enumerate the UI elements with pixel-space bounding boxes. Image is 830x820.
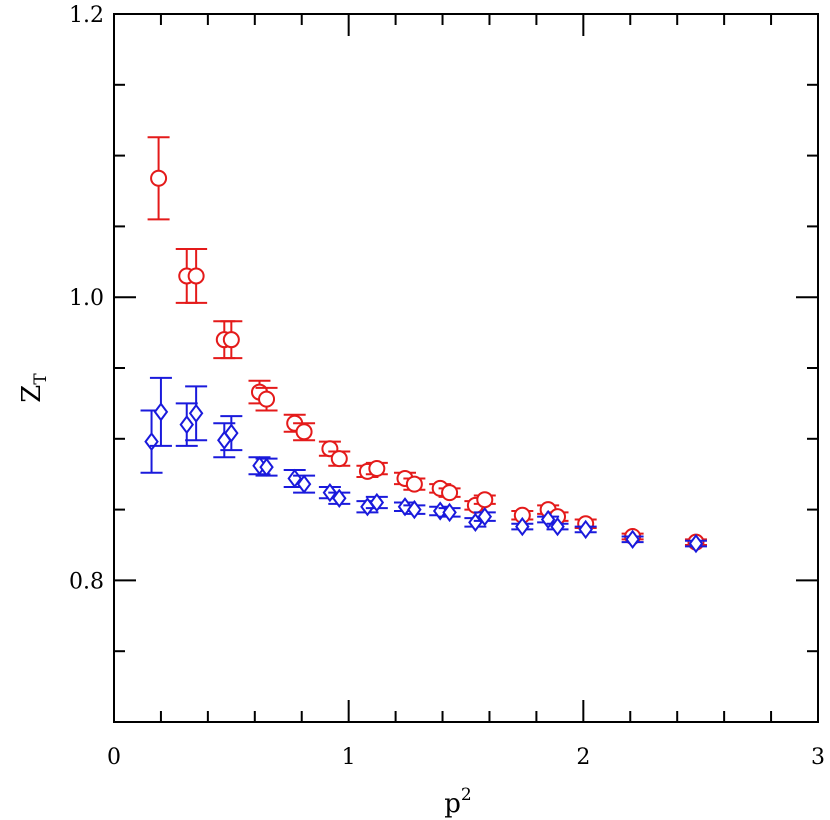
data-point	[473, 507, 496, 527]
diamond-marker	[179, 414, 194, 435]
diamond-marker	[332, 488, 347, 508]
data-point	[438, 484, 461, 502]
diamond-marker	[477, 507, 493, 527]
series-diamond	[140, 376, 707, 554]
diamond-marker	[144, 431, 159, 452]
y-tick-label: 1.2	[69, 3, 104, 28]
circle-marker	[476, 491, 494, 509]
circle-marker	[258, 390, 276, 408]
data-point	[140, 409, 163, 474]
data-point	[220, 415, 243, 452]
diamond-marker	[259, 457, 274, 477]
data-point	[684, 533, 707, 554]
data-point	[473, 491, 496, 509]
diamond-marker	[407, 499, 422, 520]
data-point	[149, 376, 172, 447]
x-tick-label: 3	[811, 745, 825, 770]
data-point	[621, 529, 644, 550]
circle-marker	[405, 475, 423, 493]
diamond-marker	[153, 402, 169, 422]
y-tick-label: 0.8	[69, 569, 104, 594]
diamond-marker	[224, 423, 239, 443]
diamond-marker	[578, 519, 593, 540]
data-point	[328, 488, 351, 508]
diamond-marker	[625, 529, 640, 550]
data-series	[140, 136, 707, 554]
data-point	[403, 475, 426, 493]
circle-marker	[222, 331, 240, 349]
y-tick-label: 1.0	[69, 286, 104, 311]
circle-marker	[368, 460, 386, 478]
data-point	[255, 386, 278, 412]
data-point	[356, 497, 379, 517]
circle-marker	[330, 450, 348, 468]
series-circle	[147, 136, 707, 551]
data-point	[537, 509, 560, 530]
circle-marker	[441, 484, 459, 502]
diamond-marker	[397, 497, 413, 517]
data-point	[365, 460, 388, 478]
y-axis-label: ZT	[17, 373, 51, 403]
data-point	[293, 422, 316, 442]
axes: 0 1 2 3 0.8 1.0 1.2	[69, 3, 825, 770]
data-point	[147, 136, 170, 221]
data-point	[185, 385, 208, 442]
diamond-marker	[188, 403, 204, 423]
diamond-marker	[296, 474, 312, 494]
x-axis-label: p2	[444, 785, 471, 819]
x-tick-label: 0	[107, 745, 121, 770]
circle-marker	[150, 169, 168, 187]
data-point	[175, 402, 198, 447]
data-point	[255, 457, 278, 477]
data-point	[438, 502, 461, 523]
x-tick-label: 1	[342, 745, 356, 770]
data-point	[283, 468, 306, 489]
diamond-marker	[468, 512, 483, 533]
data-point	[293, 474, 316, 494]
diamond-marker	[550, 516, 565, 537]
data-point	[546, 516, 569, 537]
x-tick-label: 2	[576, 745, 590, 770]
circle-marker	[295, 423, 313, 441]
data-point	[403, 499, 426, 520]
data-point	[574, 519, 597, 540]
diamond-marker	[688, 533, 704, 554]
data-point	[220, 320, 243, 360]
plot-frame	[113, 13, 819, 723]
data-point	[185, 248, 208, 304]
data-point	[511, 516, 534, 537]
diamond-marker	[442, 502, 457, 523]
diamond-marker	[369, 492, 385, 513]
diamond-marker	[515, 516, 530, 537]
data-point	[365, 492, 388, 513]
data-point	[328, 450, 351, 468]
data-point	[393, 497, 416, 517]
circle-marker	[187, 267, 205, 285]
